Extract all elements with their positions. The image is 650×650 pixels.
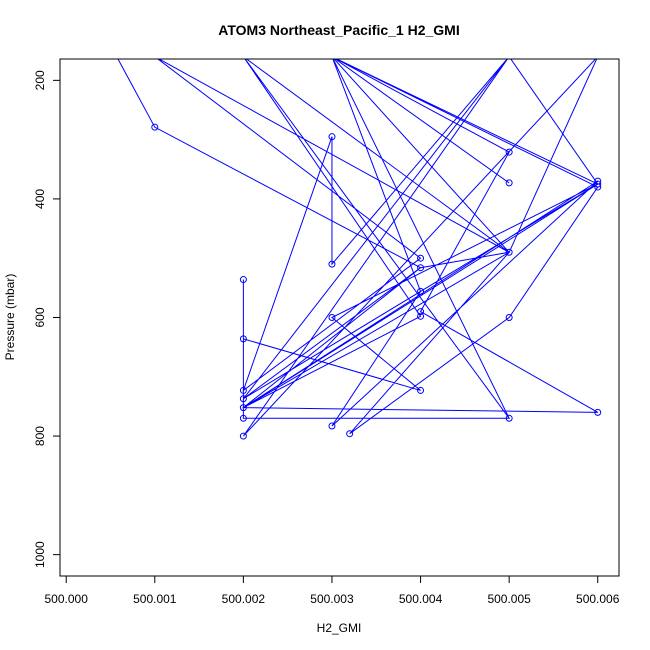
data-point (328, 133, 336, 141)
plot-frame (59, 58, 620, 577)
data-point (328, 260, 336, 268)
data-point (417, 308, 425, 316)
y-tick-label: 800 (33, 426, 47, 446)
y-axis: 200 400 600 800 1000 (33, 70, 61, 568)
data-point (417, 312, 425, 320)
chart-title: ATOM3 Northeast_Pacific_1 H2_GMI (218, 22, 459, 38)
x-tick-label: 500.006 (576, 592, 620, 606)
data-point (346, 430, 354, 438)
y-axis-label: Pressure (mbar) (3, 274, 17, 361)
data-point (239, 395, 247, 403)
y-tick-label: 1000 (33, 541, 47, 568)
data-point (417, 287, 425, 295)
data-point (505, 148, 513, 156)
data-point (328, 422, 336, 430)
x-tick-label: 500.004 (399, 592, 443, 606)
data-point (594, 408, 602, 416)
data-point (505, 179, 513, 187)
data-point (505, 414, 513, 422)
data-point (417, 264, 425, 272)
series-line (117, 59, 599, 437)
data-point (151, 123, 159, 131)
data-point (239, 335, 247, 343)
x-tick-label: 500.000 (45, 592, 89, 606)
x-tick-label: 500.002 (222, 592, 266, 606)
x-tick-label: 500.005 (487, 592, 531, 606)
data-point (594, 183, 602, 191)
data-point (239, 386, 247, 394)
data-point (239, 432, 247, 440)
data-point (417, 254, 425, 262)
data-point (239, 414, 247, 422)
data-point (417, 386, 425, 394)
y-tick-label: 200 (33, 70, 47, 90)
x-tick-label: 500.003 (310, 592, 354, 606)
data-point (239, 276, 247, 284)
plot-area (117, 59, 602, 440)
data-point (328, 314, 336, 321)
x-tick-label: 500.001 (133, 592, 177, 606)
y-tick-label: 600 (33, 307, 47, 327)
y-tick-label: 400 (33, 189, 47, 209)
data-point (594, 180, 602, 188)
x-axis-label: H2_GMI (317, 621, 362, 635)
data-point (505, 248, 513, 256)
x-axis: 500.000 500.001 500.002 500.003 500.004 500.0… (45, 575, 620, 606)
data-point (505, 314, 513, 321)
data-point (239, 404, 247, 412)
